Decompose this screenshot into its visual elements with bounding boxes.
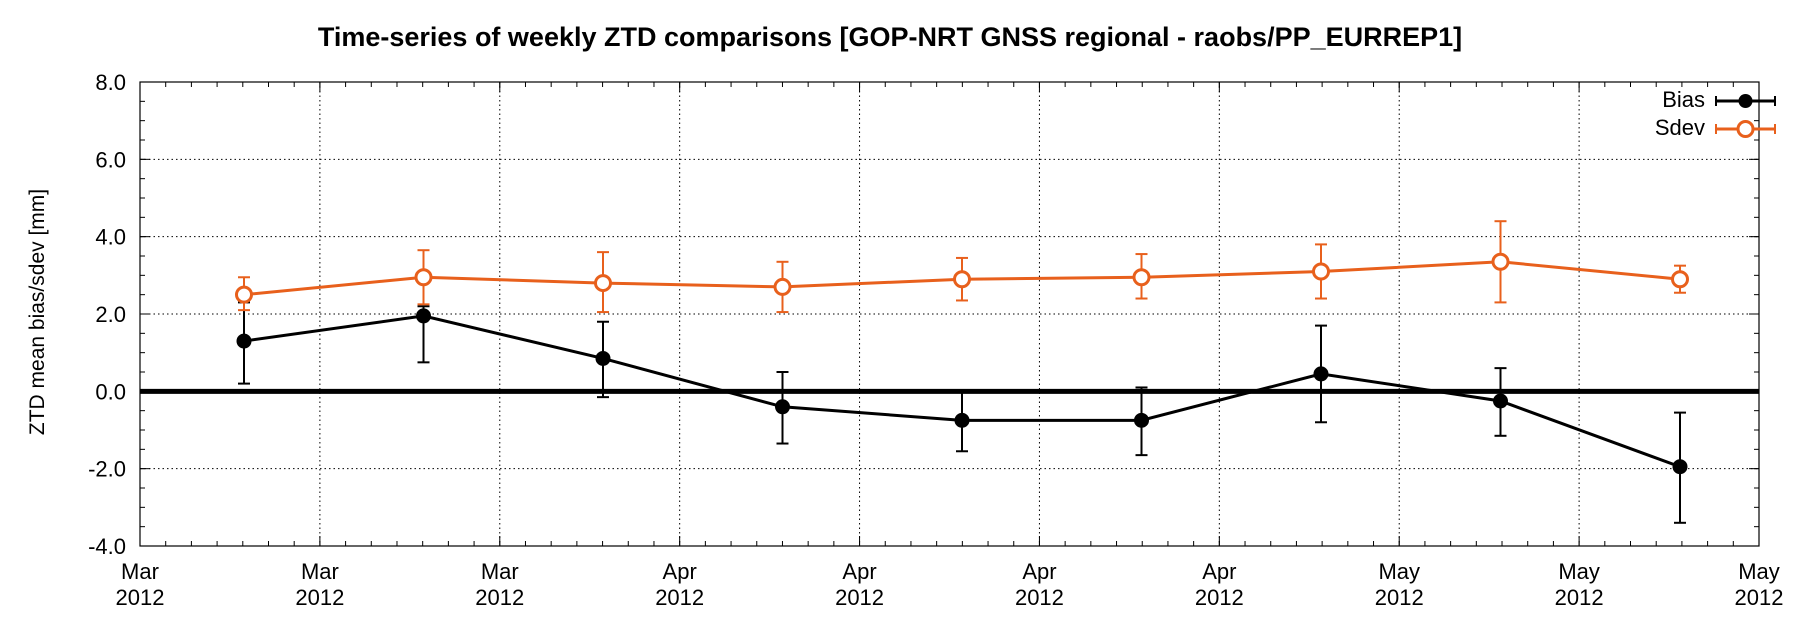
x-tick-label-year: 2012 [475, 585, 524, 610]
x-tick-label-month: Apr [842, 559, 876, 584]
x-tick-label-year: 2012 [1015, 585, 1064, 610]
x-tick-label-month: Mar [121, 559, 159, 584]
x-tick-label-year: 2012 [1735, 585, 1784, 610]
data-point-sdev [414, 268, 433, 287]
y-tick-label: 6.0 [95, 147, 126, 172]
plot-frame [139, 81, 1760, 547]
legend-label-sdev: Sdev [1655, 115, 1705, 140]
x-tick-label-month: Mar [301, 559, 339, 584]
y-tick-label: 8.0 [95, 70, 126, 95]
y-tick-label: 2.0 [95, 302, 126, 327]
y-axis-label: ZTD mean bias/sdev [mm] [26, 189, 49, 435]
series-layer [235, 220, 1689, 524]
x-tick-label-year: 2012 [1375, 585, 1424, 610]
x-tick-label-year: 2012 [295, 585, 344, 610]
axis-layer: -4.0-2.00.02.04.06.08.0Mar2012Mar2012Mar… [88, 70, 1783, 610]
x-tick-label-month: Apr [663, 559, 697, 584]
x-tick-label-month: May [1558, 559, 1600, 584]
x-tick-label-year: 2012 [1555, 585, 1604, 610]
data-point-sdev [953, 270, 971, 289]
data-point-bias [1493, 393, 1508, 409]
x-tick-label-month: Apr [1022, 559, 1056, 584]
x-tick-label-month: May [1378, 559, 1420, 584]
y-tick-label: -2.0 [88, 457, 126, 482]
y-tick-label: -4.0 [88, 534, 126, 559]
data-point-sdev [1132, 268, 1151, 287]
x-tick-label-year: 2012 [116, 585, 165, 610]
data-point-sdev [235, 285, 253, 304]
data-point-bias [416, 308, 431, 324]
y-tick-label: 4.0 [95, 225, 126, 250]
legend: Bias Sdev [1655, 87, 1776, 140]
legend-marker-sdev [1736, 120, 1755, 138]
data-point-bias [236, 333, 252, 349]
data-point-sdev [1312, 262, 1330, 281]
data-point-sdev [594, 274, 612, 293]
data-point-bias [775, 399, 790, 415]
x-tick-label-month: Mar [481, 559, 519, 584]
x-tick-label-month: May [1738, 559, 1780, 584]
x-tick-label-month: Apr [1202, 559, 1236, 584]
x-tick-label-year: 2012 [655, 585, 704, 610]
data-point-bias [1313, 366, 1329, 382]
legend-label-bias: Bias [1662, 87, 1705, 112]
data-point-bias [1134, 412, 1149, 428]
legend-marker-bias [1738, 94, 1753, 108]
x-tick-label-year: 2012 [1195, 585, 1244, 610]
grid-layer [140, 82, 1759, 546]
y-tick-label: 0.0 [95, 379, 126, 404]
data-point-bias [595, 350, 611, 366]
chart-title: Time-series of weekly ZTD comparisons [G… [318, 22, 1462, 52]
data-point-sdev [1491, 252, 1510, 271]
x-tick-label-year: 2012 [835, 585, 884, 610]
data-point-sdev [1671, 270, 1689, 289]
data-point-sdev [773, 277, 792, 296]
data-point-bias [1672, 459, 1688, 475]
data-point-bias [954, 412, 970, 428]
